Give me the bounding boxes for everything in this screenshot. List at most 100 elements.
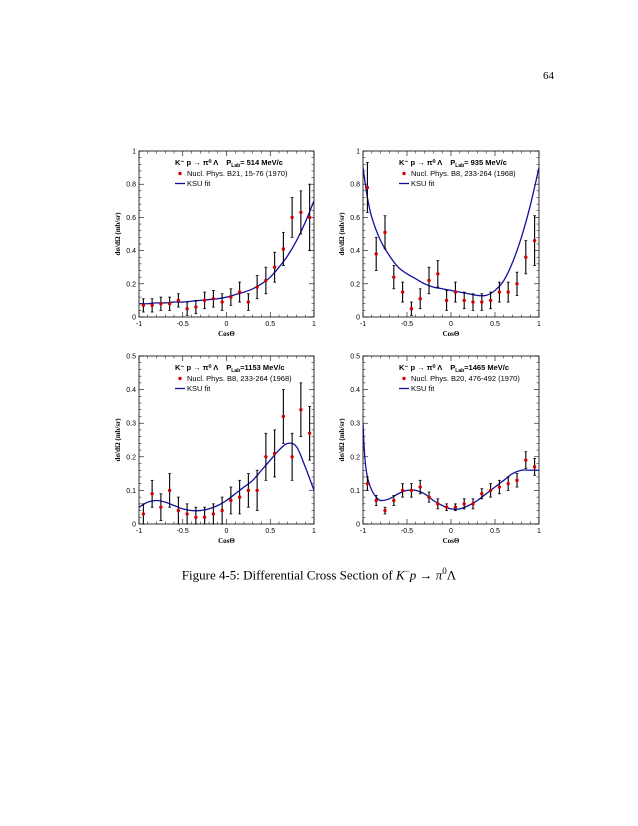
x-tick-label: 0.5: [265, 321, 275, 328]
legend-fit-label: KSU fit: [411, 179, 435, 188]
y-tick-label: 0.3: [126, 421, 136, 428]
data-marker: [290, 215, 294, 220]
data-point: [480, 488, 484, 500]
caption-formula-end: Λ: [446, 567, 457, 583]
data-point: [211, 290, 216, 308]
y-tick-label: 0.6: [350, 215, 360, 222]
data-marker: [453, 505, 458, 509]
y-tick-label: 0.2: [126, 281, 136, 288]
data-point: [436, 260, 440, 288]
data-marker: [471, 300, 475, 304]
data-marker: [290, 455, 294, 459]
caption-prefix: Figure 4-5: Differential Cross Section o…: [181, 567, 397, 583]
x-tick-label: 1: [312, 528, 316, 535]
data-marker: [462, 298, 466, 303]
data-point: [167, 473, 172, 508]
data-point: [524, 240, 528, 275]
legend-plab-sub: Lab: [231, 163, 240, 169]
data-point: [176, 293, 181, 308]
data-marker: [220, 300, 224, 304]
y-tick-label: 0.4: [350, 248, 360, 255]
data-point: [524, 451, 528, 469]
x-tick-label: -0.5: [401, 528, 413, 535]
data-point: [409, 483, 414, 498]
data-marker: [427, 495, 431, 499]
legend-data-label: Nucl. Phys. B20, 476-492 (1970): [411, 374, 520, 383]
y-tick-label: 0.3: [350, 421, 360, 428]
data-marker: [365, 185, 370, 190]
y-tick-label: 1: [132, 149, 136, 156]
legend-data-label: Nucl. Phys. B8, 233-264 (1968): [187, 374, 292, 383]
data-point: [307, 405, 312, 461]
data-marker: [246, 300, 251, 304]
data-marker: [409, 307, 414, 311]
data-point: [488, 291, 493, 310]
data-point: [237, 479, 242, 515]
data-point: [383, 215, 387, 250]
y-tick-label: 0.2: [126, 454, 136, 461]
y-tick-label: 0.5: [126, 354, 136, 361]
data-point: [141, 298, 146, 313]
data-marker: [264, 455, 268, 459]
y-tick-label: 0: [356, 315, 360, 322]
data-point: [418, 479, 422, 495]
data-point: [281, 231, 286, 266]
chart-panel-4: -1 -0.5 0 0.5 1 0 0.1 0.2 0.3 0.4 0.5 CosΘ dσ/dΩ (mb…: [338, 354, 541, 546]
x-tick-label: 1: [537, 528, 541, 535]
data-point: [246, 293, 251, 311]
fit-curve: [363, 167, 539, 297]
page-number: 64: [543, 70, 554, 82]
data-marker: [480, 300, 484, 304]
data-marker: [436, 272, 440, 276]
x-tick-label: 1: [312, 321, 316, 328]
caption-formula-k: K: [396, 567, 405, 583]
data-point: [400, 281, 405, 303]
data-marker: [427, 278, 431, 283]
data-marker: [374, 498, 378, 503]
x-tick-label: 0.5: [490, 321, 500, 328]
y-tick-label: 0.6: [126, 215, 136, 222]
data-marker: [524, 458, 528, 462]
data-point: [202, 506, 207, 525]
y-axis-label: dσ/dΩ (mb/sr): [338, 212, 346, 256]
data-marker: [220, 508, 224, 513]
data-point: [272, 429, 277, 478]
fit-curve: [363, 423, 539, 510]
y-axis-label: dσ/dΩ (mb/sr): [338, 418, 346, 462]
data-marker: [497, 485, 502, 489]
data-marker: [374, 252, 378, 256]
data-marker: [176, 298, 181, 303]
data-point: [427, 266, 431, 295]
data-marker: [307, 215, 312, 220]
data-marker: [202, 515, 207, 519]
data-point: [471, 293, 475, 311]
data-point: [374, 236, 378, 271]
data-marker: [400, 488, 405, 493]
legend-plab-label: P: [226, 158, 231, 167]
data-point: [462, 291, 466, 310]
data-point: [480, 293, 484, 311]
y-tick-label: 0.1: [350, 488, 360, 495]
data-marker: [532, 238, 537, 243]
legend-reaction: K⁻ p → π⁰ Λ: [175, 363, 218, 372]
x-tick-label: 0: [449, 321, 453, 328]
data-point: [400, 483, 405, 498]
data-point: [159, 296, 163, 311]
data-marker: [392, 498, 396, 503]
data-marker: [444, 505, 449, 509]
data-point: [237, 281, 242, 303]
y-tick-label: 0.2: [350, 454, 360, 461]
data-point: [444, 290, 449, 311]
data-point: [255, 275, 259, 300]
data-marker: [418, 297, 422, 301]
data-point: [532, 215, 537, 266]
data-point: [365, 162, 370, 213]
legend-data-marker: [402, 376, 406, 381]
data-point: [264, 266, 268, 295]
data-point: [299, 382, 303, 438]
data-point: [506, 281, 510, 303]
legend-data-marker: [178, 171, 182, 176]
y-tick-label: 0.8: [350, 182, 360, 189]
data-marker: [176, 508, 181, 513]
data-point: [488, 483, 493, 498]
